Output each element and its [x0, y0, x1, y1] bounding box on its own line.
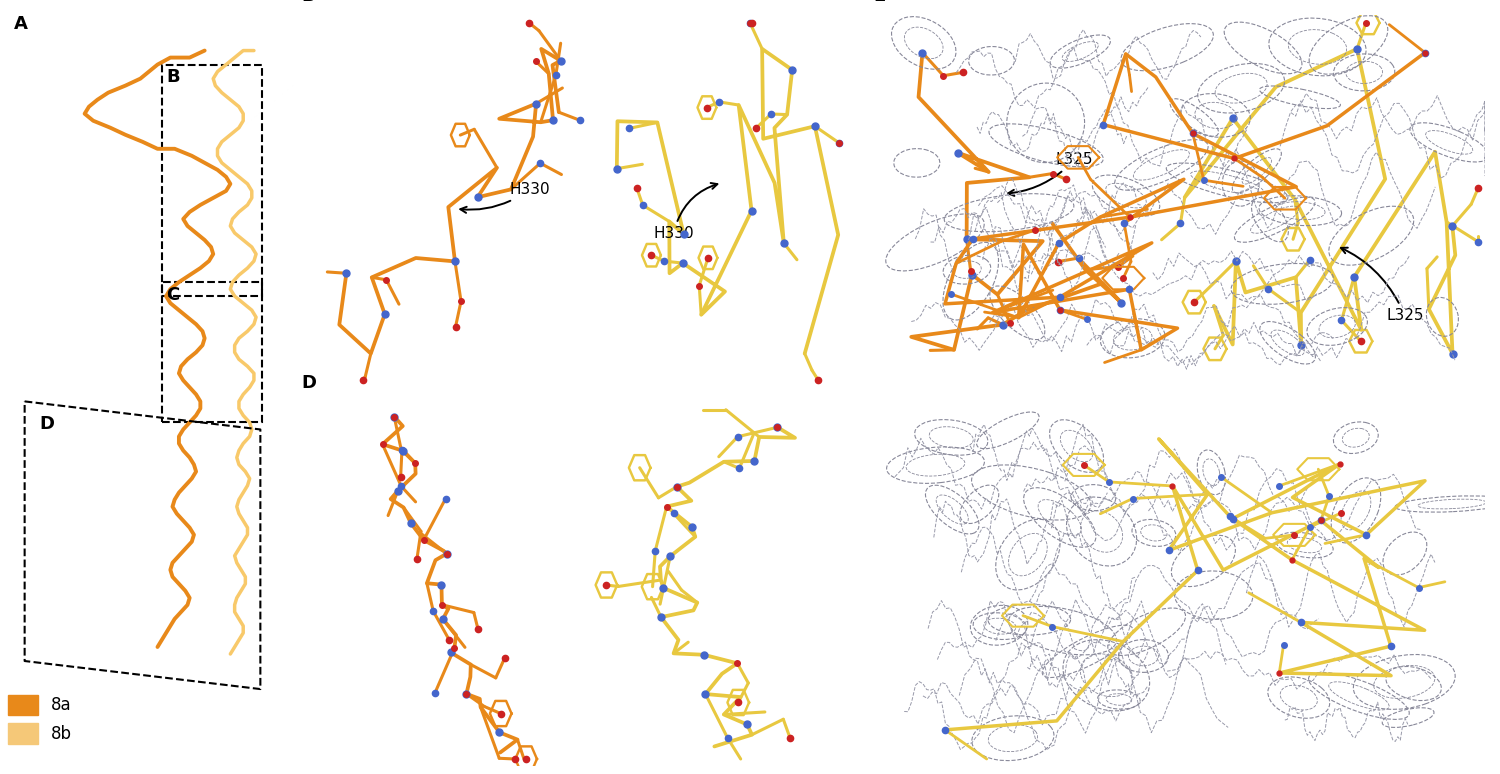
Text: B: B: [166, 68, 180, 86]
Text: L325: L325: [1008, 152, 1094, 196]
Bar: [162, 64, 262, 296]
Text: D: D: [302, 374, 316, 392]
Text: C: C: [166, 286, 180, 303]
Text: H330: H330: [652, 183, 717, 241]
Text: B: B: [302, 0, 315, 5]
Text: D: D: [39, 416, 54, 433]
Text: H330: H330: [460, 182, 550, 213]
Text: A: A: [13, 15, 27, 33]
Text: L325: L325: [1341, 248, 1424, 323]
Text: E: E: [873, 0, 885, 5]
Legend: 8a, 8b: 8a, 8b: [2, 688, 78, 751]
Text: C: C: [871, 0, 885, 5]
Bar: [162, 282, 262, 423]
